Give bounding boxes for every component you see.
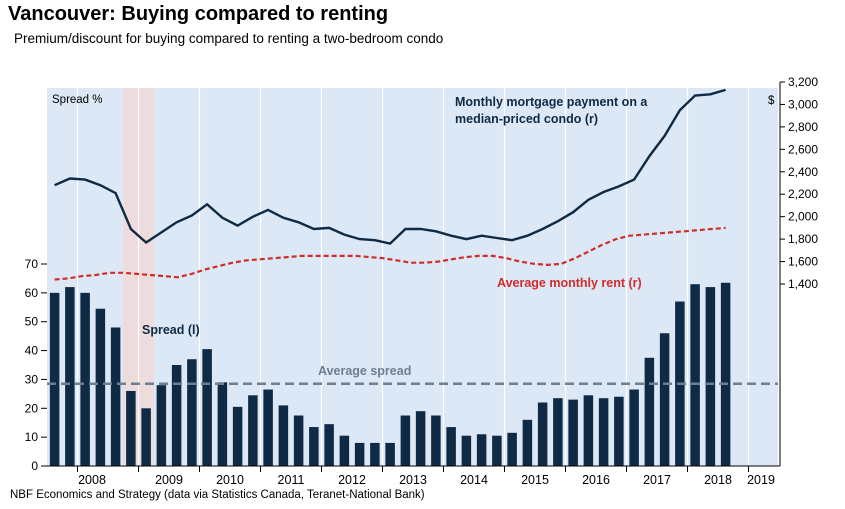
chart-title: Vancouver: Buying compared to renting xyxy=(8,3,389,25)
x-tick-label: 2013 xyxy=(399,473,427,487)
spread-bar xyxy=(690,284,700,466)
right-axis-label: $ xyxy=(768,95,775,107)
spread-bar xyxy=(324,424,334,466)
x-tick-label: 2015 xyxy=(521,473,549,487)
x-tick-label: 2016 xyxy=(582,473,610,487)
right-tick-label: 2,400 xyxy=(788,165,818,179)
spread-bar xyxy=(126,390,136,466)
spread-bar xyxy=(629,389,639,466)
spread-bar xyxy=(141,408,151,466)
spread-bar xyxy=(187,359,197,466)
x-tick-label: 2017 xyxy=(643,473,671,487)
spread-bar xyxy=(522,419,533,466)
spread-bar xyxy=(293,415,304,466)
spread-bar xyxy=(583,395,594,466)
right-tick-label: 2,800 xyxy=(788,120,818,134)
spread-bar xyxy=(553,398,563,466)
left-tick-label: 60 xyxy=(25,286,39,300)
left-tick-label: 30 xyxy=(25,372,39,386)
x-tick-label: 2010 xyxy=(216,473,244,487)
right-tick-label: 1,600 xyxy=(788,255,818,269)
spread-bar xyxy=(217,382,228,466)
chart-subtitle: Premium/discount for buying compared to … xyxy=(14,31,444,46)
spread-bar xyxy=(339,435,350,466)
spread-bar xyxy=(507,432,517,466)
spread-bar xyxy=(278,405,289,466)
x-tick-label: 2018 xyxy=(704,473,732,487)
right-tick-label: 1,800 xyxy=(788,232,818,246)
spread-bar xyxy=(461,435,472,466)
x-tick-label: 2009 xyxy=(155,473,183,487)
left-tick-label: 50 xyxy=(25,315,39,329)
left-axis-label: Spread % xyxy=(52,94,103,106)
spread-bar xyxy=(156,385,167,466)
spread-bar xyxy=(537,402,548,466)
left-tick-label: 0 xyxy=(31,459,38,473)
spread-bar xyxy=(415,411,426,466)
spread-bar xyxy=(110,327,121,466)
right-tick-label: 3,200 xyxy=(788,75,818,89)
right-tick-label: 3,000 xyxy=(788,97,818,111)
left-tick-label: 20 xyxy=(25,401,39,415)
spread-bar xyxy=(568,399,578,466)
left-tick-label: 70 xyxy=(25,257,39,271)
source-note: NBF Economics and Strategy (data via Sta… xyxy=(10,489,425,501)
left-tick-label: 10 xyxy=(25,430,39,444)
average-spread-label: Average spread xyxy=(318,364,411,378)
mortgage-line xyxy=(54,88,726,245)
left-tick-label: 40 xyxy=(25,344,39,358)
right-tick-label: 2,000 xyxy=(788,210,818,224)
spread-bar xyxy=(202,349,212,466)
x-tick-label: 2012 xyxy=(338,473,366,487)
spread-bar xyxy=(431,415,441,466)
right-tick-label: 2,200 xyxy=(788,187,818,201)
spread-bar xyxy=(492,435,502,466)
spread-bar xyxy=(80,292,90,466)
spread-label: Spread (l) xyxy=(142,323,200,337)
spread-bar xyxy=(720,282,731,466)
spread-bar xyxy=(614,396,624,466)
spread-bar xyxy=(354,442,365,466)
spread-bar xyxy=(598,398,609,466)
spread-bar xyxy=(644,357,655,466)
mortgage-line-label: median-priced condo (r) xyxy=(455,112,598,126)
x-tick-label: 2011 xyxy=(278,473,305,487)
spread-bar xyxy=(476,434,487,466)
spread-bar xyxy=(248,395,258,466)
spread-bar xyxy=(49,292,60,466)
x-tick-label: 2014 xyxy=(460,473,488,487)
spread-bar xyxy=(309,427,319,466)
spread-bar xyxy=(385,442,395,466)
x-tick-label: 2019 xyxy=(747,473,775,487)
spread-bar xyxy=(232,406,243,466)
mortgage-line-label: Monthly mortgage payment on a xyxy=(455,95,648,109)
spread-bar xyxy=(705,287,716,466)
spread-bar xyxy=(446,427,456,466)
rent-line-label: Average monthly rent (r) xyxy=(497,276,642,290)
spread-bar xyxy=(95,308,106,466)
right-tick-label: 2,600 xyxy=(788,142,818,156)
spread-bar xyxy=(659,333,670,466)
spread-bar xyxy=(65,287,75,466)
spread-bar xyxy=(171,365,182,466)
spread-bar xyxy=(370,442,380,466)
right-tick-label: 1,400 xyxy=(788,277,818,291)
spread-bar xyxy=(400,415,411,466)
x-tick-label: 2008 xyxy=(78,473,106,487)
rent-line xyxy=(54,226,726,281)
spread-bar xyxy=(263,389,273,466)
